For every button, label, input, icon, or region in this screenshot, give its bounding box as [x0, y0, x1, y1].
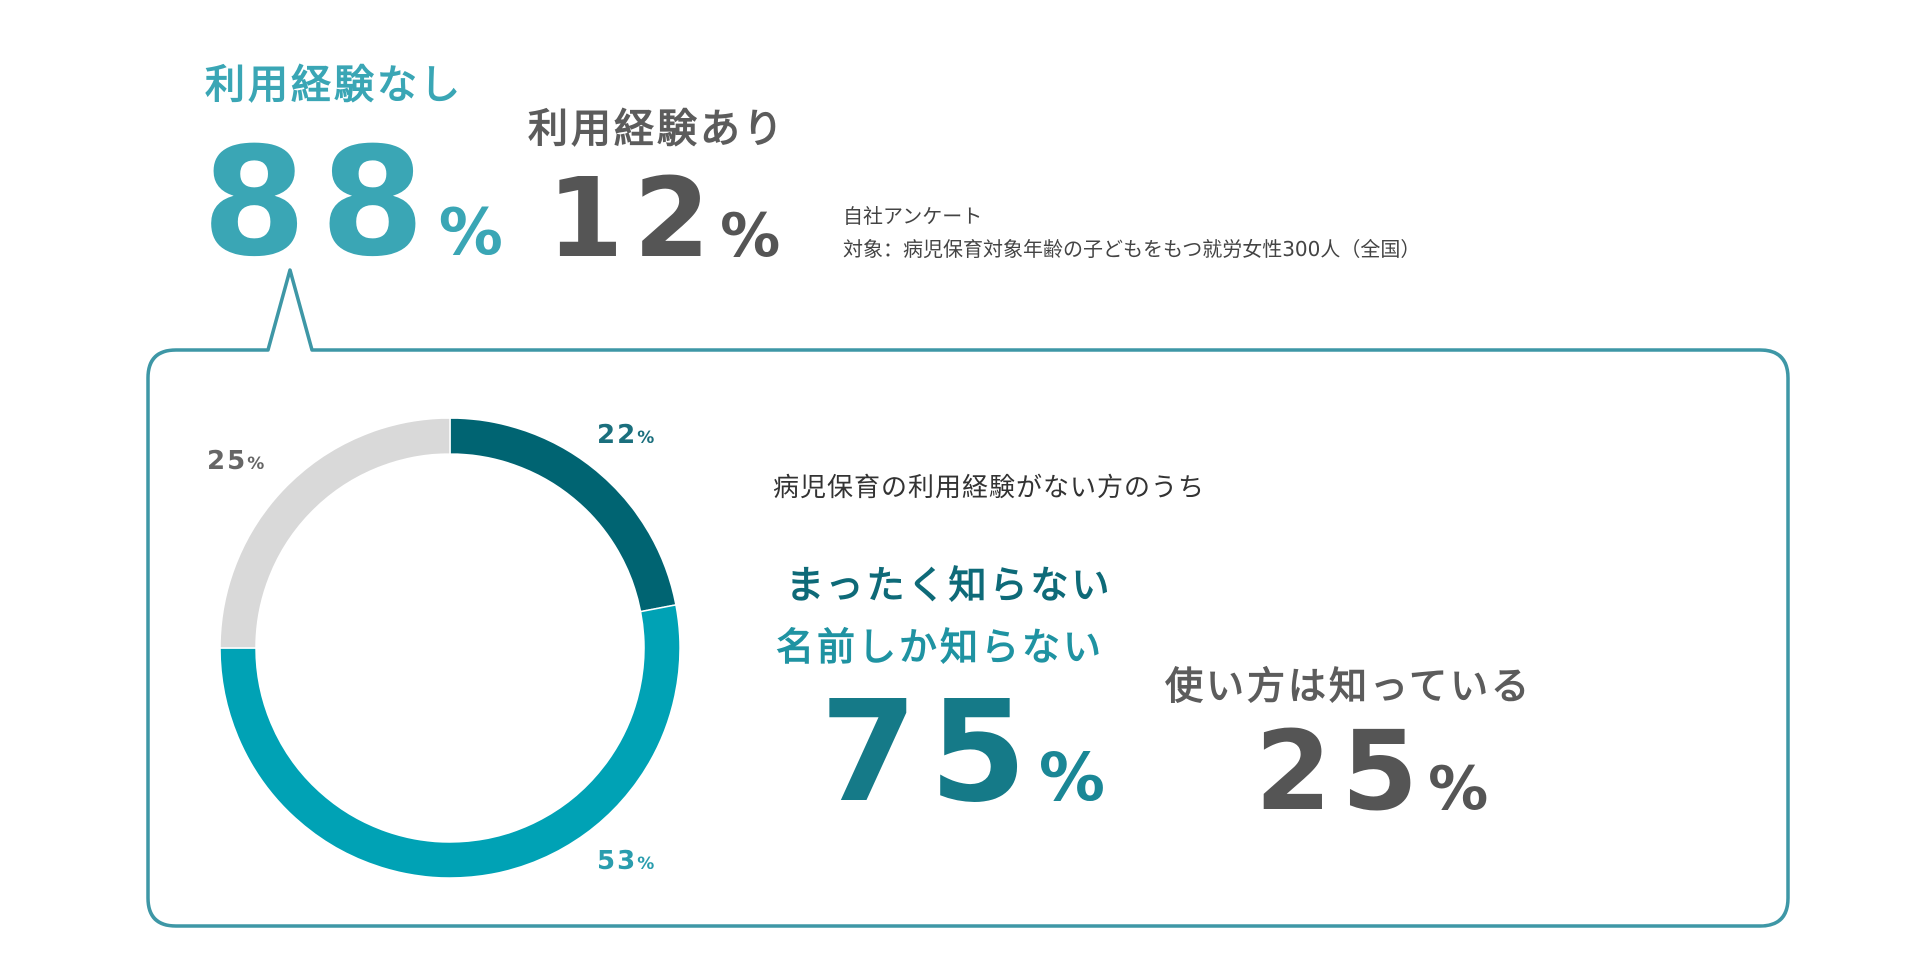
has-experience-stat: 12% [547, 163, 780, 273]
slice-label-name-only-unit: % [637, 854, 657, 874]
slice-label-aware-unit: % [247, 454, 267, 474]
slice-label-unaware-unit: % [637, 428, 657, 448]
bubble-outline [146, 268, 1790, 928]
unaware-unit: % [1038, 739, 1105, 816]
donut-slice-aware [219, 417, 451, 649]
slice-label-aware-value: 25 [207, 446, 248, 476]
unaware-value: 75 [820, 671, 1039, 834]
slice-label-name-only-value: 53 [597, 846, 638, 876]
has-experience-unit: % [720, 201, 781, 271]
unaware-stat: 75% [820, 683, 1105, 823]
no-experience-label: 利用経験なし [205, 62, 463, 108]
slice-label-name-only: 53% [597, 846, 656, 876]
has-experience-value: 12 [547, 154, 721, 282]
slice-label-aware: 25% [207, 446, 266, 476]
no-experience-unit: % [438, 196, 503, 270]
no-experience-stat: 88% [202, 128, 503, 278]
aware-value: 25 [1255, 707, 1429, 835]
aware-stat: 25% [1255, 716, 1488, 826]
donut-slice-name-only [219, 604, 681, 879]
aware-unit: % [1428, 754, 1489, 824]
slice-label-unaware: 22% [597, 420, 656, 450]
unaware-label-1: まったく知らない [786, 563, 1113, 607]
source-line-1: 自社アンケート [843, 204, 983, 228]
unaware-label-2: 名前しか知らない [776, 625, 1105, 669]
aware-label: 使い方は知っている [1165, 664, 1533, 708]
detail-subhead: 病児保育の利用経験がない方のうち [773, 473, 1206, 503]
has-experience-label: 利用経験あり [528, 106, 786, 152]
source-line-2: 対象：病児保育対象年齢の子どもをもつ就労女性300人（全国） [843, 237, 1421, 261]
slice-label-unaware-value: 22 [597, 420, 638, 450]
no-experience-value: 88 [202, 116, 439, 290]
